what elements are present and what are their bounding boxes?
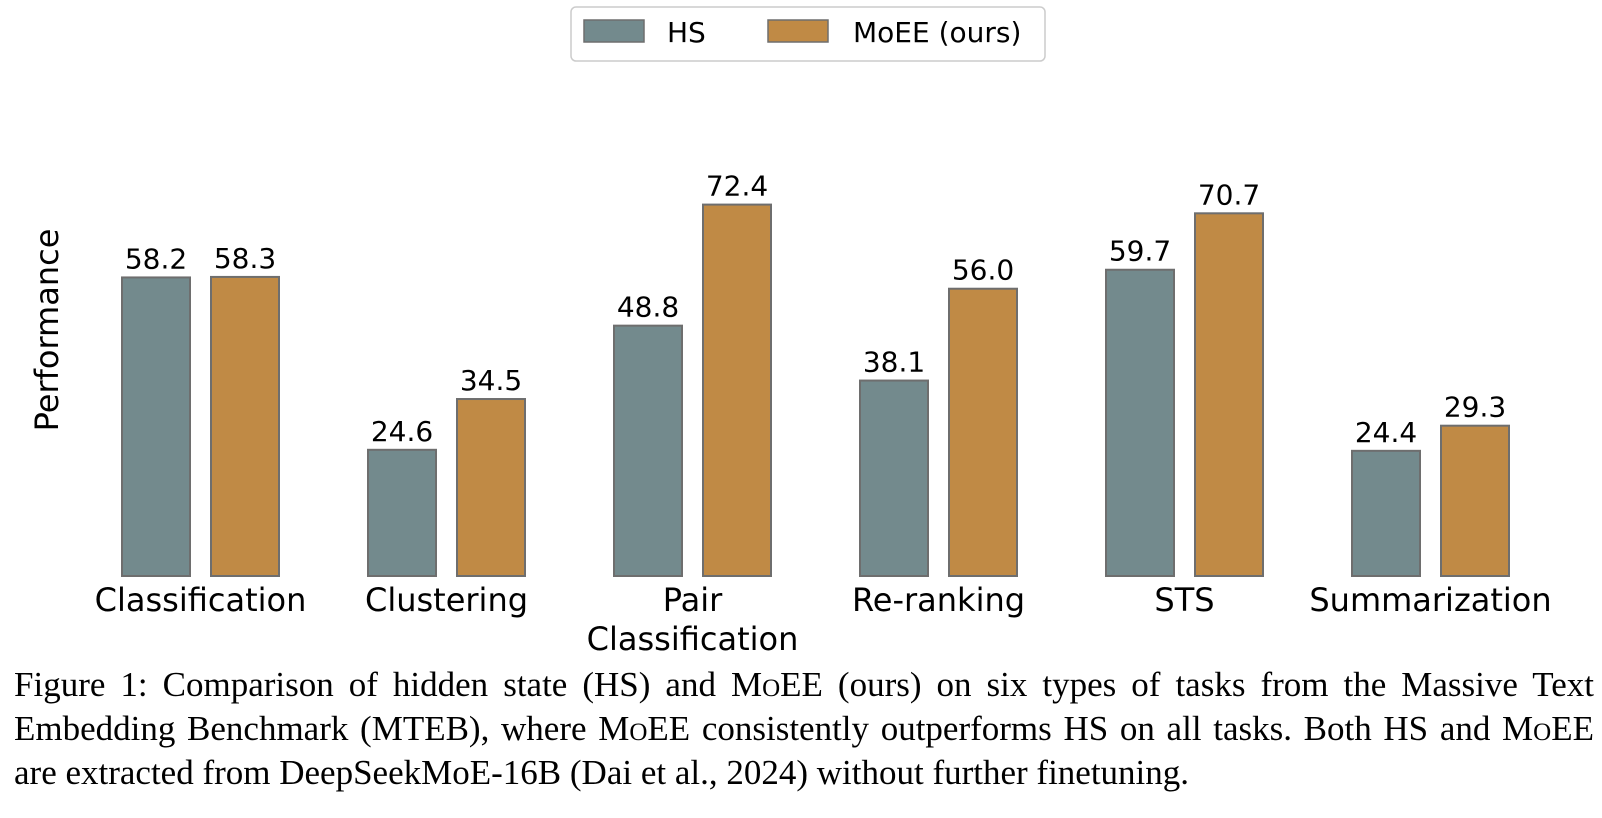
bars <box>121 203 1510 578</box>
value-label-hs-clustering: 24.6 <box>371 415 433 448</box>
category-label-re-ranking: Re-ranking <box>852 581 1025 619</box>
legend: HS MoEE (ours) <box>570 6 1046 62</box>
value-label-moee-ours-re-ranking: 56.0 <box>952 254 1014 287</box>
value-label-hs-summarization: 24.4 <box>1355 416 1417 449</box>
value-label-hs-sts: 59.7 <box>1109 235 1171 268</box>
caption-moee-1: MoEE <box>730 665 823 704</box>
value-label-moee-ours-sts: 70.7 <box>1198 178 1260 211</box>
bar-moee-ours-summarization <box>1440 424 1510 578</box>
value-label-hs-re-ranking: 38.1 <box>863 346 925 379</box>
caption-text-1: Comparison of hidden state (HS) and <box>162 665 731 704</box>
bar-chart: 58.2 58.3 24.6 34.5 48.8 72.4 38.1 56.0 59.7 70.7… <box>28 6 1552 658</box>
legend-label-hs: HS <box>667 16 706 49</box>
bar-moee-ours-classification <box>210 275 280 577</box>
value-label-moee-ours-clustering: 34.5 <box>460 364 522 397</box>
bar-moee-ours-clustering <box>456 398 526 578</box>
value-label-moee-ours-classification: 58.3 <box>214 242 276 275</box>
category-label-sts: STS <box>1154 581 1214 619</box>
bar-hs-sts <box>1105 268 1175 577</box>
bar-moee-ours-pair-classification <box>702 203 772 577</box>
caption-moee-3: MoEE <box>1502 709 1594 748</box>
category-label-pair-classification: Pair Classification <box>587 581 799 658</box>
category-label-clustering: Clustering <box>365 581 528 619</box>
caption-text-4: are extracted from DeepSeekMoE-16B (Dai … <box>14 753 1190 792</box>
caption-text-2: (ours) on six types of tasks from the Ma… <box>14 665 1595 748</box>
bar-hs-clustering <box>367 448 437 577</box>
figure-caption: Figure 1: Comparison of hidden state (HS… <box>14 663 1594 795</box>
bar-moee-ours-sts <box>1194 212 1264 578</box>
bar-hs-re-ranking <box>859 379 929 577</box>
bar-hs-summarization <box>1351 449 1421 577</box>
value-label-moee-ours-summarization: 29.3 <box>1444 391 1506 424</box>
bar-hs-pair-classification <box>613 324 683 577</box>
bar-moee-ours-re-ranking <box>948 287 1018 577</box>
category-label-classification: Classification <box>95 581 307 619</box>
category-label-summarization: Summarization <box>1309 581 1551 619</box>
value-labels: 58.2 58.3 24.6 34.5 48.8 72.4 38.1 56.0 59.7 70.7… <box>125 170 1506 449</box>
caption-text-3: consistently outperforms HS on all tasks… <box>690 709 1503 748</box>
legend-swatch-moee <box>767 19 829 43</box>
bar-hs-classification <box>121 276 191 577</box>
value-label-hs-classification: 58.2 <box>125 242 187 275</box>
value-label-moee-ours-pair-classification: 72.4 <box>706 170 768 203</box>
y-axis-label: Performance <box>28 229 66 432</box>
legend-swatch-hs <box>583 19 645 43</box>
category-labels: Classification Clustering Pair Classificati… <box>95 581 1552 658</box>
value-label-hs-pair-classification: 48.8 <box>617 291 679 324</box>
figure-label: Figure 1: <box>14 665 148 704</box>
legend-label-moee: MoEE (ours) <box>853 16 1021 49</box>
caption-moee-2: MoEE <box>598 709 691 748</box>
